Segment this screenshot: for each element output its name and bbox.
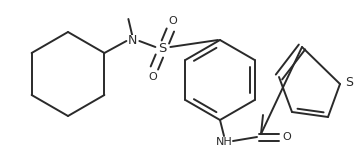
Text: N: N — [128, 35, 137, 47]
Text: NH: NH — [216, 137, 232, 147]
Text: S: S — [345, 75, 353, 88]
Text: S: S — [158, 42, 166, 56]
Text: O: O — [168, 16, 177, 26]
Text: O: O — [282, 132, 291, 142]
Text: O: O — [148, 72, 157, 82]
